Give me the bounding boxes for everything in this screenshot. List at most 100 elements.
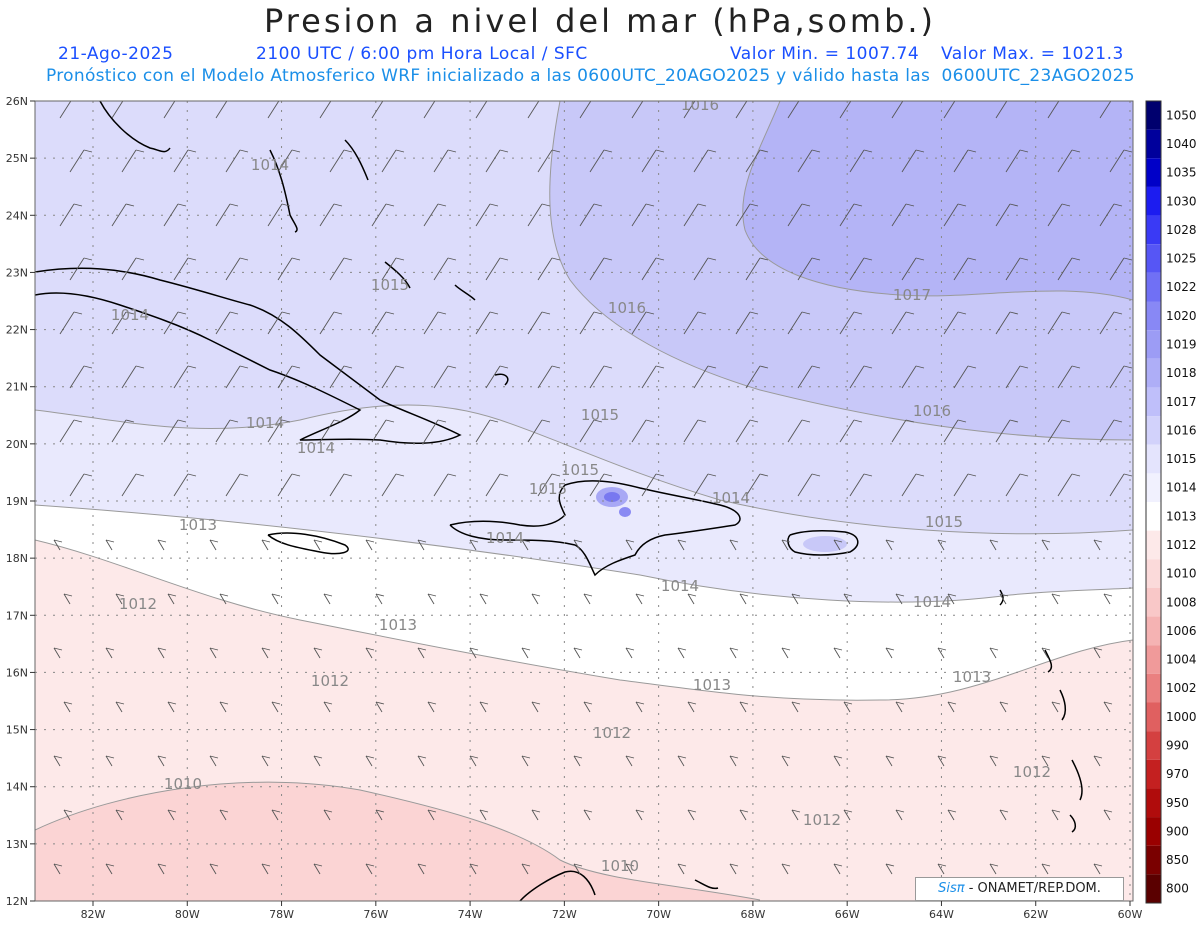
colorbar-label: 990	[1166, 738, 1189, 752]
wind-barb-flag	[167, 809, 177, 813]
wind-barb-flag	[105, 647, 115, 651]
wind-barb-flag	[583, 809, 593, 813]
wind-barb-flag	[655, 365, 665, 369]
wind-barb-flag	[843, 809, 853, 813]
wind-barb	[527, 101, 540, 119]
wind-barb	[937, 755, 945, 767]
wind-barb	[375, 809, 383, 821]
wind-barb	[739, 701, 747, 713]
wind-barb-flag	[853, 419, 863, 423]
wind-barb-flag	[573, 647, 583, 651]
wind-barb-flag	[729, 647, 739, 651]
wind-barb-flag	[677, 539, 687, 543]
wind-barb-flag	[905, 203, 915, 207]
wind-barb-flag	[437, 311, 447, 315]
colorbar-cell	[1146, 587, 1161, 617]
lat-label: 13N	[6, 838, 28, 851]
wind-barb-flag	[937, 647, 947, 651]
wind-barb-flag	[603, 149, 613, 153]
wind-barb	[891, 311, 907, 335]
wind-barb-flag	[469, 539, 479, 543]
wind-barb	[631, 203, 647, 227]
contour-label: 1013	[693, 676, 731, 694]
wind-barb	[277, 473, 293, 497]
wind-barb	[267, 203, 283, 227]
wind-barb-flag	[1062, 96, 1070, 98]
wind-barb-flag	[739, 593, 749, 597]
wind-barb-flag	[697, 203, 707, 207]
wind-barb	[313, 539, 321, 551]
wind-barb-flag	[1113, 419, 1123, 423]
contour-label: 1017	[893, 286, 931, 304]
wind-barb	[677, 755, 685, 767]
wind-barb-flag	[375, 593, 385, 597]
wind-barb	[787, 419, 803, 443]
wind-barb-flag	[833, 539, 843, 543]
wind-barb-flag	[73, 311, 83, 315]
wind-barb-flag	[1009, 311, 1019, 315]
colorbar-label: 1022	[1166, 280, 1197, 294]
colorbar-cell	[1146, 874, 1161, 903]
wind-barb-flag	[1071, 365, 1081, 369]
wind-barb	[683, 419, 699, 443]
wind-barb-flag	[73, 203, 83, 207]
wind-barb-flag	[593, 203, 603, 207]
colorbar-cell	[1146, 387, 1161, 417]
wind-barb-flag	[333, 419, 343, 423]
colorbar-label: 1040	[1166, 137, 1197, 151]
colorbar-cell	[1146, 788, 1161, 818]
wind-barb	[943, 101, 956, 119]
wind-barb-flag	[905, 419, 915, 423]
colorbar-label: 800	[1166, 882, 1189, 896]
wind-barb	[641, 149, 657, 173]
wind-barb	[215, 419, 231, 443]
wind-barb	[375, 593, 383, 605]
wind-barb	[833, 863, 841, 875]
isobar-1017	[742, 101, 1133, 301]
wind-barb-flag	[334, 96, 342, 98]
lat-label: 26N	[6, 95, 28, 108]
wind-barb-flag	[417, 539, 427, 543]
lat-label: 23N	[6, 266, 28, 279]
wind-barb	[365, 755, 373, 767]
wind-barb	[833, 539, 841, 551]
wind-barb	[329, 365, 345, 389]
coast-barbados	[1069, 814, 1077, 833]
wind-barb	[115, 809, 123, 821]
wind-barb	[1093, 755, 1101, 767]
wind-barb-flag	[469, 863, 479, 867]
wind-barb-flag	[677, 863, 687, 867]
colorbar-cell	[1146, 673, 1161, 703]
contour-label: 1015	[529, 480, 567, 498]
wind-barb-flag	[1093, 755, 1103, 759]
wind-barb-flag	[1051, 593, 1061, 597]
wind-barb-flag	[677, 755, 687, 759]
wind-barb	[219, 593, 227, 605]
wind-barb-flag	[989, 647, 999, 651]
wind-barb	[1103, 701, 1111, 713]
wind-barb	[469, 539, 477, 551]
wind-barb	[635, 593, 643, 605]
colorbar-cell	[1146, 444, 1161, 474]
colorbar-cell	[1146, 101, 1161, 130]
wind-barb	[521, 755, 529, 767]
wind-barb-flag	[281, 203, 291, 207]
colorbar-label: 970	[1166, 767, 1189, 781]
wind-barb-flag	[417, 647, 427, 651]
wind-barb-flag	[395, 365, 405, 369]
wind-barb-flag	[729, 863, 739, 867]
wind-barb	[833, 755, 841, 767]
wind-barb-flag	[209, 755, 219, 759]
wind-barb	[849, 473, 865, 497]
wind-barb-flag	[583, 701, 593, 705]
wind-barb	[1005, 257, 1021, 281]
contour-label: 1013	[179, 516, 217, 534]
wind-barb	[163, 311, 179, 335]
wind-barb	[1041, 755, 1049, 767]
wind-barb-flag	[261, 755, 271, 759]
wind-barb-flag	[541, 419, 551, 423]
wind-barb	[589, 365, 605, 389]
wind-barb	[693, 473, 709, 497]
wind-barb	[989, 755, 997, 767]
wind-barb-flag	[427, 593, 437, 597]
